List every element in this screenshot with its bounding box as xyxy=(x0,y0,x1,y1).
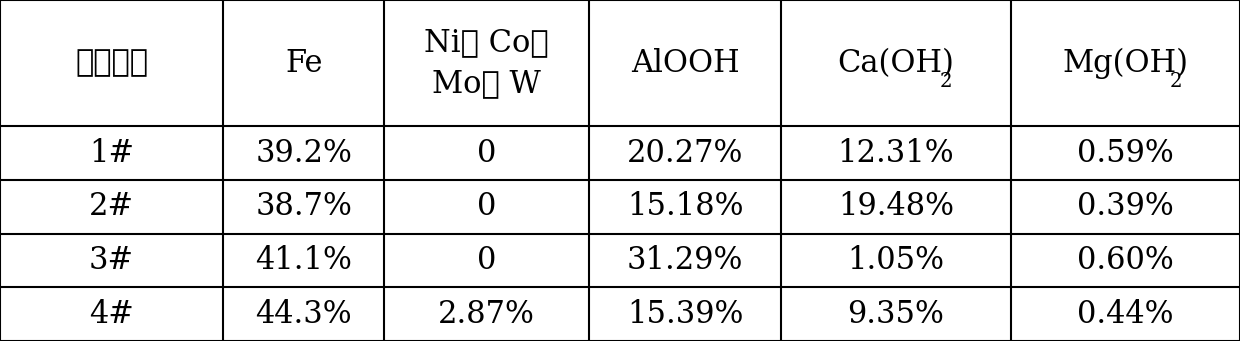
Text: 39.2%: 39.2% xyxy=(255,137,352,168)
Text: 改性赤泥: 改性赤泥 xyxy=(76,48,148,78)
Text: 19.48%: 19.48% xyxy=(838,191,954,222)
Text: 2: 2 xyxy=(940,72,952,91)
Text: 0.60%: 0.60% xyxy=(1076,245,1174,276)
Text: 0: 0 xyxy=(477,245,496,276)
Text: 20.27%: 20.27% xyxy=(627,137,743,168)
Text: Fe: Fe xyxy=(285,48,322,78)
Text: 2: 2 xyxy=(1169,72,1182,91)
Text: 1.05%: 1.05% xyxy=(847,245,945,276)
Text: 41.1%: 41.1% xyxy=(255,245,352,276)
Text: 0.44%: 0.44% xyxy=(1078,299,1173,330)
Text: 0.39%: 0.39% xyxy=(1076,191,1174,222)
Text: 15.18%: 15.18% xyxy=(627,191,743,222)
Text: 15.39%: 15.39% xyxy=(627,299,743,330)
Text: 12.31%: 12.31% xyxy=(837,137,955,168)
Text: 2#: 2# xyxy=(89,191,134,222)
Text: 31.29%: 31.29% xyxy=(627,245,743,276)
Text: 0: 0 xyxy=(477,137,496,168)
Text: 3#: 3# xyxy=(89,245,134,276)
Text: Ni、 Co、
Mo、 W: Ni、 Co、 Mo、 W xyxy=(424,27,549,99)
Text: Mg(OH): Mg(OH) xyxy=(1063,47,1188,79)
Text: 44.3%: 44.3% xyxy=(255,299,352,330)
Text: Ca(OH): Ca(OH) xyxy=(837,48,955,78)
Text: 4#: 4# xyxy=(89,299,134,330)
Text: 2.87%: 2.87% xyxy=(438,299,536,330)
Text: 0.59%: 0.59% xyxy=(1076,137,1174,168)
Text: 0: 0 xyxy=(477,191,496,222)
Text: 9.35%: 9.35% xyxy=(847,299,945,330)
Text: AlOOH: AlOOH xyxy=(631,48,739,78)
Text: 38.7%: 38.7% xyxy=(255,191,352,222)
Text: 1#: 1# xyxy=(89,137,134,168)
